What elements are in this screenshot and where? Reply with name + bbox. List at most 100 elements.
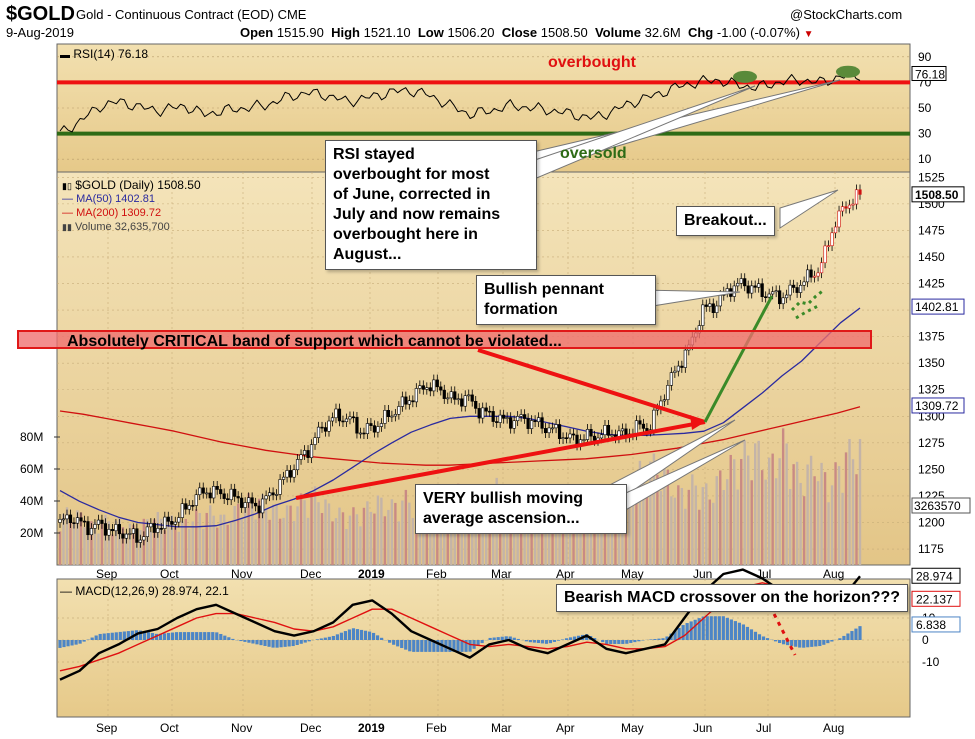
price-tick-label: 1525	[918, 170, 945, 184]
volume-bar	[366, 501, 369, 565]
candle-body	[795, 287, 799, 293]
candle-body	[397, 406, 401, 415]
volume-bar	[195, 509, 198, 565]
macd-histogram-bar	[267, 640, 271, 647]
macd-histogram-bar	[275, 640, 279, 648]
volume-bar	[642, 467, 645, 565]
candle-body	[488, 410, 492, 413]
macd-histogram-bar	[737, 622, 741, 640]
volume-bar	[376, 495, 380, 565]
macd-histogram-bar	[556, 640, 561, 641]
macd-histogram-bar	[512, 637, 516, 640]
macd-histogram-bar	[58, 640, 62, 648]
volume-bar	[202, 529, 205, 565]
macd-histogram-bar	[757, 634, 762, 640]
rsi-callout: RSI stayed overbought for most of June, …	[325, 140, 537, 270]
candle-body	[110, 529, 115, 532]
volume-tick-label: 60M	[20, 462, 43, 476]
price-candles	[58, 184, 862, 548]
volume-bar	[247, 493, 250, 565]
volume-bar	[614, 504, 617, 565]
macd-histogram-bar	[617, 640, 621, 644]
volume-bar	[530, 503, 533, 565]
candle-body	[337, 408, 342, 422]
volume-bar	[236, 503, 240, 565]
volume-bar	[628, 483, 631, 565]
candle-body	[847, 204, 852, 209]
macd-month-tick-label: 2019	[358, 721, 385, 735]
month-tick-label: Jul	[756, 567, 771, 581]
volume-tick-label: 80M	[20, 430, 43, 444]
volume-bar	[799, 482, 802, 565]
volume-bar	[767, 457, 771, 565]
macd-histogram-bar	[303, 640, 307, 643]
volume-bar	[334, 518, 338, 565]
macd-month-tick-label: Dec	[300, 721, 321, 735]
candle-body	[449, 391, 453, 399]
volume-bar	[439, 505, 442, 565]
candle-body	[554, 424, 558, 429]
macd-histogram-bar	[822, 640, 826, 645]
macd-histogram-bar	[605, 640, 609, 644]
volume-bar	[209, 505, 212, 565]
volume-bar	[118, 517, 121, 565]
macd-histogram-bar	[717, 616, 721, 640]
macd-histogram-bar	[476, 640, 480, 646]
volume-bar	[837, 466, 841, 565]
volume-bar	[69, 516, 72, 565]
candle-body	[309, 444, 314, 458]
macd-histogram-bar	[794, 640, 798, 647]
macd-histogram-bar	[693, 619, 697, 640]
candle-body	[767, 293, 771, 298]
volume-bar	[313, 486, 317, 565]
price-tick-label: 1475	[918, 223, 945, 237]
volume-bar	[610, 505, 614, 565]
candle-body	[362, 432, 366, 435]
candle-body	[348, 416, 352, 420]
volume-bar	[659, 491, 663, 565]
month-tick-label: Sep	[96, 567, 118, 581]
volume-bar	[146, 519, 149, 565]
candle-body	[107, 529, 111, 536]
candle-body	[187, 505, 191, 510]
candle-body	[785, 294, 789, 299]
volume-bar	[114, 520, 118, 565]
candle-body	[561, 437, 565, 439]
volume-bar	[757, 440, 760, 565]
close-label: Close	[501, 25, 538, 40]
macd-histogram-bar	[452, 640, 456, 652]
month-tick-label: Aug	[823, 567, 844, 581]
candle-body	[516, 416, 520, 422]
volume-legend-icon: ▮▮	[62, 222, 72, 232]
volume-bar	[733, 459, 736, 565]
candle-body	[145, 526, 149, 537]
volume-bar	[823, 472, 827, 565]
macd-histogram-bar	[404, 640, 408, 650]
price-tick-label: 1275	[918, 436, 945, 450]
macd-histogram-bar	[468, 640, 472, 652]
macd-histogram-bar	[239, 640, 243, 642]
macd-histogram-bar	[681, 625, 685, 640]
macd-histogram-bar	[307, 640, 311, 642]
macd-month-tick-label: Sep	[96, 721, 118, 735]
macd-histogram-bar	[195, 632, 199, 640]
macd-month-tick-label: May	[621, 721, 644, 735]
volume-bar	[691, 474, 694, 565]
macd-histogram-bar	[790, 640, 794, 646]
candle-body	[219, 489, 223, 495]
candle-body	[669, 372, 673, 386]
candle-body	[173, 521, 177, 525]
breakout-callout: Breakout...	[676, 206, 775, 236]
candle-body	[778, 290, 782, 305]
candle-body	[170, 521, 174, 525]
macd-histogram-bar	[858, 626, 862, 640]
candle-body	[369, 423, 373, 426]
volume-bar	[561, 506, 565, 565]
macd-histogram-bar	[496, 637, 500, 640]
macd-histogram-bar	[725, 617, 729, 640]
macd-histogram-bar	[572, 636, 577, 640]
volume-bar	[397, 521, 401, 565]
macd-histogram-bar	[846, 633, 850, 640]
volume-bar	[83, 527, 86, 565]
candle-body	[460, 398, 464, 407]
